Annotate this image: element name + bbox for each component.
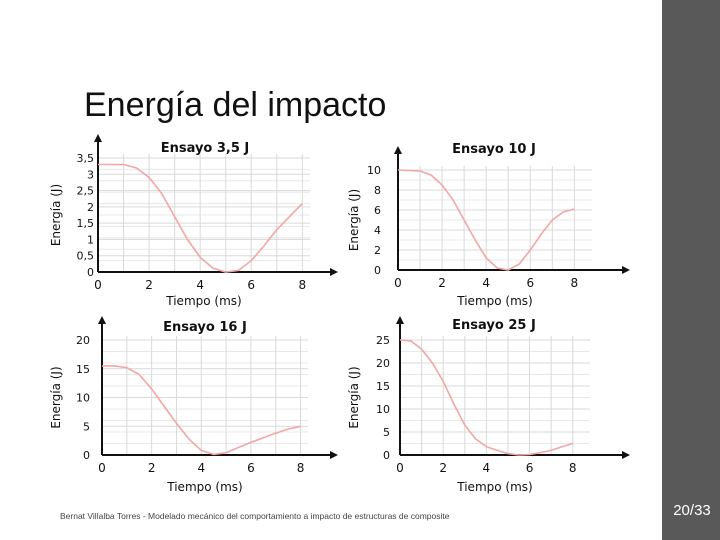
slide-footer: Bernat Villalba Torres - Modelado mecáni… <box>60 511 450 521</box>
chart1-y-tick-label: 1 <box>87 233 94 246</box>
chart3-title: Ensayo 16 J <box>163 320 247 335</box>
chart3-x-tick-label: 2 <box>148 461 156 475</box>
chart4-x-tick-label: 6 <box>526 461 534 475</box>
chart2-y-tick-label: 0 <box>374 264 381 277</box>
page-number: 20/33 <box>673 502 711 519</box>
slide-title: Energía del impacto <box>84 86 387 124</box>
chart4-y-axis-label: Energía (J) <box>347 366 361 428</box>
chart1-x-tick-label: 2 <box>145 278 153 292</box>
chart3-y-axis-label: Energía (J) <box>49 366 63 428</box>
chart2-x-tick-label: 8 <box>571 276 579 290</box>
chart2-x-tick-label: 4 <box>482 276 490 290</box>
chart1-y-axis-arrow <box>94 134 102 142</box>
chart4-x-tick-label: 2 <box>439 461 447 475</box>
chart1-y-tick-label: 0 <box>87 266 94 279</box>
chart4-y-tick-label: 15 <box>376 380 390 393</box>
chart1-x-tick-label: 4 <box>196 278 204 292</box>
chart2-x-axis-label: Tiempo (ms) <box>456 294 532 308</box>
chart3-x-tick-label: 6 <box>247 461 255 475</box>
chart2-y-tick-label: 2 <box>374 244 381 257</box>
chart3-y-tick-label: 5 <box>83 420 90 433</box>
chart2-y-axis-arrow <box>394 146 402 154</box>
chart2-y-tick-label: 4 <box>374 224 381 237</box>
chart3-y-tick-label: 10 <box>76 392 90 405</box>
chart3-x-tick-label: 8 <box>297 461 305 475</box>
chart4-y-tick-label: 10 <box>376 403 390 416</box>
chart1-x-tick-label: 8 <box>299 278 307 292</box>
chart1-y-tick-label: 1,5 <box>77 217 95 230</box>
chart4-title: Ensayo 25 J <box>452 318 536 333</box>
chart2-x-tick-label: 0 <box>394 276 402 290</box>
chart4-x-tick-label: 8 <box>569 461 577 475</box>
chart4-y-axis-arrow <box>396 316 404 324</box>
chart3-y-tick-label: 15 <box>76 363 90 376</box>
chart1-x-axis-arrow <box>330 268 338 276</box>
chart4-x-axis-label: Tiempo (ms) <box>456 480 532 494</box>
slide-sidebar <box>662 0 720 540</box>
chart1-x-tick-label: 0 <box>94 278 102 292</box>
chart1-y-tick-label: 2 <box>87 201 94 214</box>
chart2-x-axis-arrow <box>622 266 630 274</box>
chart4-x-tick-label: 4 <box>483 461 491 475</box>
chart4-y-tick-label: 25 <box>376 334 390 347</box>
chart2-x-tick-label: 2 <box>438 276 446 290</box>
chart2-y-tick-label: 10 <box>367 164 381 177</box>
chart3-y-axis-arrow <box>98 316 106 324</box>
chart2-x-tick-label: 6 <box>526 276 534 290</box>
chart3-x-axis-arrow <box>330 451 338 459</box>
chart4-x-tick-label: 0 <box>396 461 404 475</box>
chart4-y-tick-label: 5 <box>383 426 390 439</box>
chart1-title: Ensayo 3,5 J <box>161 141 250 156</box>
chart2-title: Ensayo 10 J <box>452 142 536 157</box>
chart3-x-tick-label: 4 <box>197 461 205 475</box>
chart4-series-line <box>399 339 573 456</box>
chart2-series-line <box>397 169 575 271</box>
chart3-x-tick-label: 0 <box>98 461 106 475</box>
chart2-y-tick-label: 6 <box>374 204 381 217</box>
chart3-x-axis-label: Tiempo (ms) <box>166 480 242 494</box>
chart1-y-tick-label: 0,5 <box>77 250 95 263</box>
chart4-y-tick-label: 20 <box>376 357 390 370</box>
chart2-y-tick-label: 8 <box>374 184 381 197</box>
chart2-y-axis-label: Energía (J) <box>347 189 361 251</box>
chart1-y-axis-label: Energía (J) <box>49 184 63 246</box>
chart1-x-axis-label: Tiempo (ms) <box>165 294 241 308</box>
chart3-series-line <box>102 365 301 456</box>
chart1-series-line <box>98 163 303 273</box>
chart1-y-tick-label: 3,5 <box>77 152 95 165</box>
chart1-y-tick-label: 3 <box>87 168 94 181</box>
chart1-x-tick-label: 6 <box>247 278 255 292</box>
chart3-y-tick-label: 20 <box>76 334 90 347</box>
chart1-y-tick-label: 2,5 <box>77 185 95 198</box>
chart3-y-tick-label: 0 <box>83 449 90 462</box>
chart4-y-tick-label: 0 <box>383 449 390 462</box>
chart4-x-axis-arrow <box>622 451 630 459</box>
